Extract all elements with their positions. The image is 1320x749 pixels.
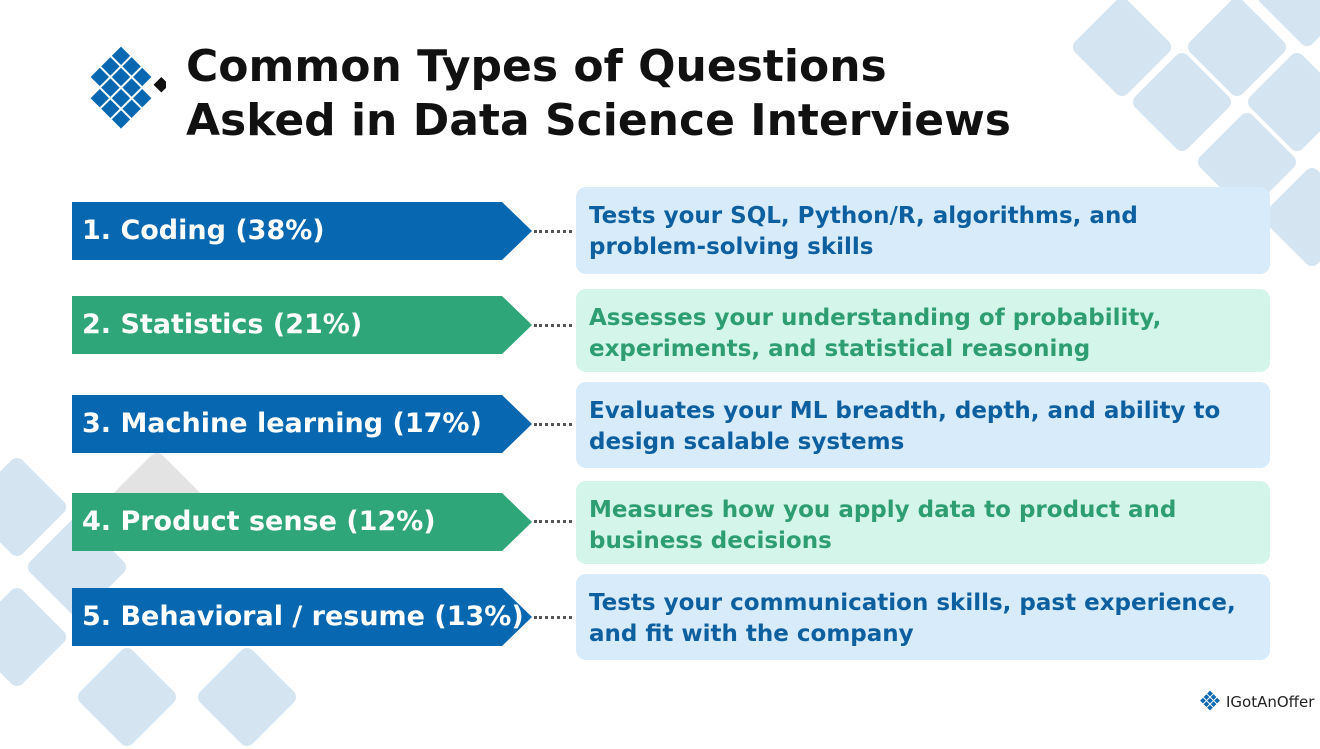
- description: Evaluates your ML breadth, depth, and ab…: [576, 382, 1270, 468]
- category-label: 3. Machine learning (17%): [72, 395, 532, 453]
- title-line: Common Types of Questions: [186, 41, 887, 92]
- decoration: [74, 644, 180, 749]
- category-label: 2. Statistics (21%): [72, 296, 532, 354]
- connector: [534, 616, 572, 619]
- category-label: 1. Coding (38%): [72, 202, 532, 260]
- title-line: Asked in Data Science Interviews: [186, 95, 1011, 146]
- connector: [534, 324, 572, 327]
- description: Measures how you apply data to product a…: [576, 481, 1270, 564]
- description: Assesses your understanding of probabili…: [576, 289, 1270, 372]
- brand: IGotAnOffer: [1226, 693, 1315, 711]
- category-label: 4. Product sense (12%): [72, 493, 532, 551]
- brand-logo: [1200, 690, 1220, 711]
- title: Common Types of Questions Asked in Data …: [186, 40, 1011, 148]
- connector: [534, 423, 572, 426]
- connector: [534, 520, 572, 523]
- description: Tests your communication skills, past ex…: [576, 574, 1270, 660]
- logo: [90, 46, 166, 129]
- description: Tests your SQL, Python/R, algorithms, an…: [576, 187, 1270, 274]
- category-label: 5. Behavioral / resume (13%): [72, 588, 532, 646]
- decoration: [194, 644, 300, 749]
- connector: [534, 230, 572, 233]
